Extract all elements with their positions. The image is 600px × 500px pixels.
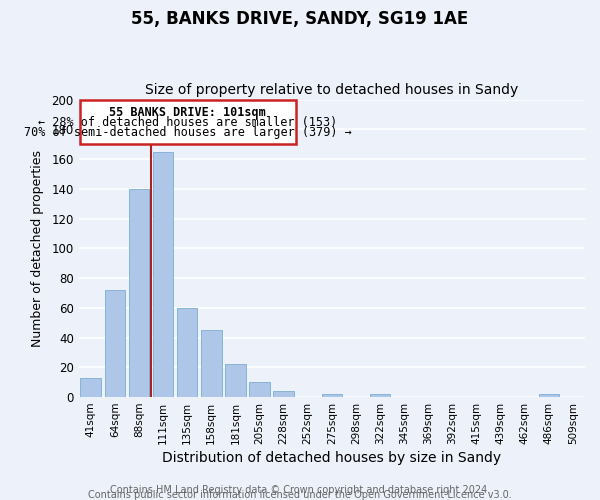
Bar	[249, 382, 270, 397]
Bar	[370, 394, 391, 397]
Text: Contains HM Land Registry data © Crown copyright and database right 2024.: Contains HM Land Registry data © Crown c…	[110, 485, 490, 495]
Bar	[539, 394, 559, 397]
Bar	[80, 378, 101, 397]
Bar	[80, 100, 296, 144]
Bar	[177, 308, 197, 397]
Text: Contains public sector information licensed under the Open Government Licence v3: Contains public sector information licen…	[88, 490, 512, 500]
Text: 55 BANKS DRIVE: 101sqm: 55 BANKS DRIVE: 101sqm	[109, 106, 266, 118]
Bar	[104, 290, 125, 397]
Title: Size of property relative to detached houses in Sandy: Size of property relative to detached ho…	[145, 83, 518, 97]
Y-axis label: Number of detached properties: Number of detached properties	[31, 150, 44, 347]
Text: 70% of semi-detached houses are larger (379) →: 70% of semi-detached houses are larger (…	[24, 126, 352, 140]
Text: 55, BANKS DRIVE, SANDY, SG19 1AE: 55, BANKS DRIVE, SANDY, SG19 1AE	[131, 10, 469, 28]
Bar	[201, 330, 221, 397]
X-axis label: Distribution of detached houses by size in Sandy: Distribution of detached houses by size …	[162, 451, 502, 465]
Bar	[225, 364, 245, 397]
Bar	[129, 189, 149, 397]
Bar	[322, 394, 342, 397]
Text: ← 28% of detached houses are smaller (153): ← 28% of detached houses are smaller (15…	[38, 116, 337, 129]
Bar	[153, 152, 173, 397]
Bar	[274, 391, 294, 397]
